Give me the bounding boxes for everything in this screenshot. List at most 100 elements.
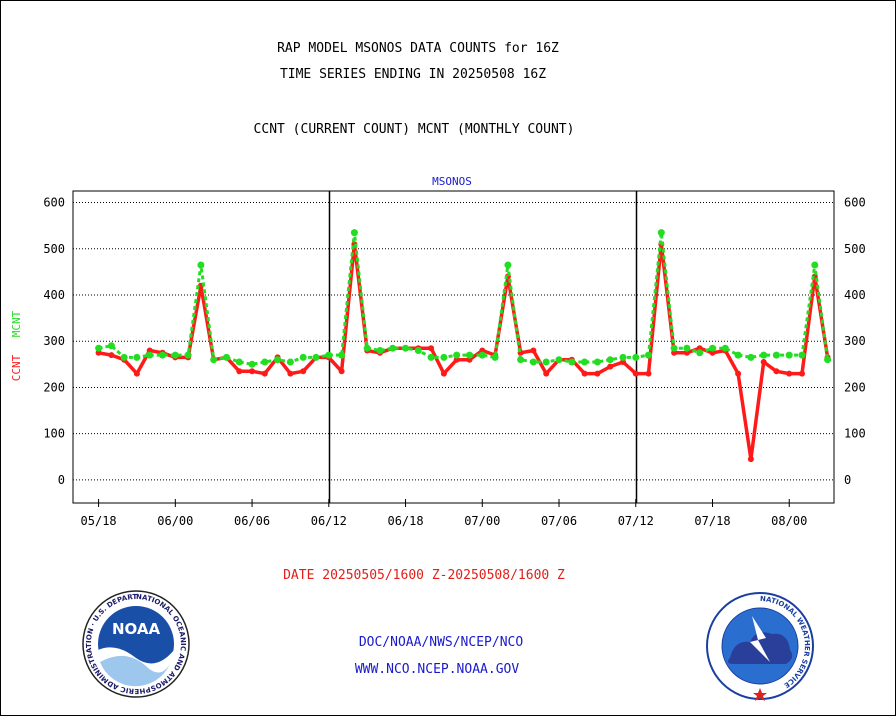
y-tick-label-right: 500 — [844, 242, 866, 256]
nws-logo: NATIONAL WEATHER SERVICE — [706, 592, 814, 701]
chart-legend-line: CCNT (CURRENT COUNT) MCNT (MONTHLY COUNT… — [254, 122, 575, 137]
data-point-mcnt — [785, 351, 793, 359]
data-point-mcnt — [683, 344, 691, 352]
x-tick-labels: 05/18 06/00 06/06 06/12 06/18 07/00 07/06 07/12… — [81, 499, 807, 528]
data-point-mcnt — [197, 261, 205, 269]
data-point-mcnt — [376, 347, 384, 354]
data-point-mcnt — [619, 353, 627, 361]
data-point-ccnt — [645, 370, 652, 377]
data-point-mcnt — [478, 351, 486, 359]
x-tick-label: 06/00 — [157, 514, 193, 528]
data-point-mcnt — [466, 351, 473, 359]
x-tick-label: 06/12 — [311, 514, 347, 528]
series-mcnt — [95, 229, 832, 368]
data-point-mcnt — [261, 358, 269, 366]
data-point-mcnt — [453, 351, 461, 359]
data-point-mcnt — [632, 353, 640, 361]
data-point-ccnt — [607, 363, 614, 370]
data-point-mcnt — [517, 356, 525, 364]
data-point-mcnt — [811, 261, 819, 269]
data-point-ccnt — [338, 368, 345, 375]
chart-title-line1: RAP MODEL MSONOS DATA COUNTS for 16Z — [277, 41, 559, 56]
chart-subtitle: MSONOS — [432, 175, 472, 188]
data-point-mcnt — [824, 356, 832, 364]
data-point-mcnt — [555, 356, 563, 364]
y-tick-labels-right: 0 100 200 300 400 500 600 — [844, 196, 866, 487]
data-point-mcnt — [210, 356, 218, 364]
data-point-mcnt — [248, 360, 256, 368]
org-label: DOC/NOAA/NWS/NCEP/NCO — [359, 635, 524, 650]
data-point-ccnt — [236, 368, 243, 375]
data-point-ccnt — [747, 456, 754, 463]
x-tick-label: 05/18 — [81, 514, 117, 528]
data-point-ccnt — [249, 368, 256, 375]
series-layer — [95, 229, 832, 463]
data-point-mcnt — [593, 358, 601, 366]
x-tick-label: 07/12 — [618, 514, 654, 528]
data-point-mcnt — [159, 351, 166, 359]
data-point-mcnt — [414, 347, 422, 354]
data-point-mcnt — [325, 351, 333, 359]
y-tick-label: 400 — [43, 288, 65, 302]
data-point-mcnt — [146, 351, 154, 359]
data-point-mcnt — [95, 344, 103, 352]
plot-border — [72, 190, 835, 504]
data-point-mcnt — [657, 229, 665, 237]
url-label: WWW.NCO.NCEP.NOAA.GOV — [355, 662, 520, 677]
data-point-mcnt — [670, 344, 678, 352]
y-tick-label-right: 0 — [844, 473, 851, 487]
data-point-ccnt — [581, 370, 588, 377]
data-point-mcnt — [568, 358, 576, 366]
data-point-ccnt — [799, 370, 805, 377]
data-point-mcnt — [734, 351, 742, 359]
data-point-mcnt — [402, 344, 409, 352]
noaa-logo-text: NOAA — [112, 620, 161, 638]
data-point-ccnt — [735, 370, 742, 377]
y-axis-label-ccnt: CCNT — [10, 354, 23, 381]
data-point-mcnt — [363, 344, 371, 352]
y-tick-label-right: 600 — [844, 196, 866, 210]
data-point-mcnt — [299, 353, 307, 361]
data-point-mcnt — [491, 353, 499, 361]
y-tick-label: 300 — [43, 334, 65, 348]
data-point-mcnt — [772, 351, 780, 359]
data-point-mcnt — [133, 353, 141, 361]
y-tick-label: 0 — [58, 473, 65, 487]
data-point-mcnt — [440, 353, 448, 361]
data-point-mcnt — [721, 344, 729, 352]
data-point-mcnt — [606, 356, 614, 364]
y-axis-label-mcnt: MCNT — [10, 310, 23, 337]
data-point-ccnt — [261, 370, 268, 377]
data-point-ccnt — [300, 368, 307, 375]
data-point-mcnt — [312, 353, 320, 361]
x-tick-label: 08/00 — [771, 514, 807, 528]
data-point-ccnt — [760, 359, 767, 365]
data-point-mcnt — [427, 353, 435, 361]
data-point-ccnt — [287, 370, 294, 377]
data-point-mcnt — [760, 351, 768, 359]
data-point-ccnt — [428, 345, 435, 352]
x-tick-label: 07/06 — [541, 514, 577, 528]
data-point-ccnt — [108, 352, 115, 359]
series-line-mcnt — [98, 231, 830, 366]
series-line-ccnt — [98, 242, 830, 461]
y-tick-label-right: 100 — [844, 427, 866, 441]
data-point-mcnt — [529, 358, 537, 366]
data-point-mcnt — [389, 344, 397, 352]
data-point-mcnt — [274, 356, 282, 364]
data-point-mcnt — [542, 358, 550, 366]
chart-title-line2: TIME SERIES ENDING IN 20250508 16Z — [280, 67, 546, 82]
y-tick-label: 200 — [43, 380, 65, 394]
data-point-ccnt — [440, 370, 447, 377]
data-point-mcnt — [235, 358, 243, 366]
series-ccnt — [95, 241, 831, 463]
data-point-mcnt — [338, 351, 346, 359]
data-point-mcnt — [504, 261, 512, 269]
x-tick-label: 07/18 — [694, 514, 730, 528]
data-point-mcnt — [350, 229, 358, 237]
data-point-mcnt — [581, 358, 589, 366]
data-point-mcnt — [223, 353, 230, 361]
data-point-mcnt — [709, 344, 716, 352]
